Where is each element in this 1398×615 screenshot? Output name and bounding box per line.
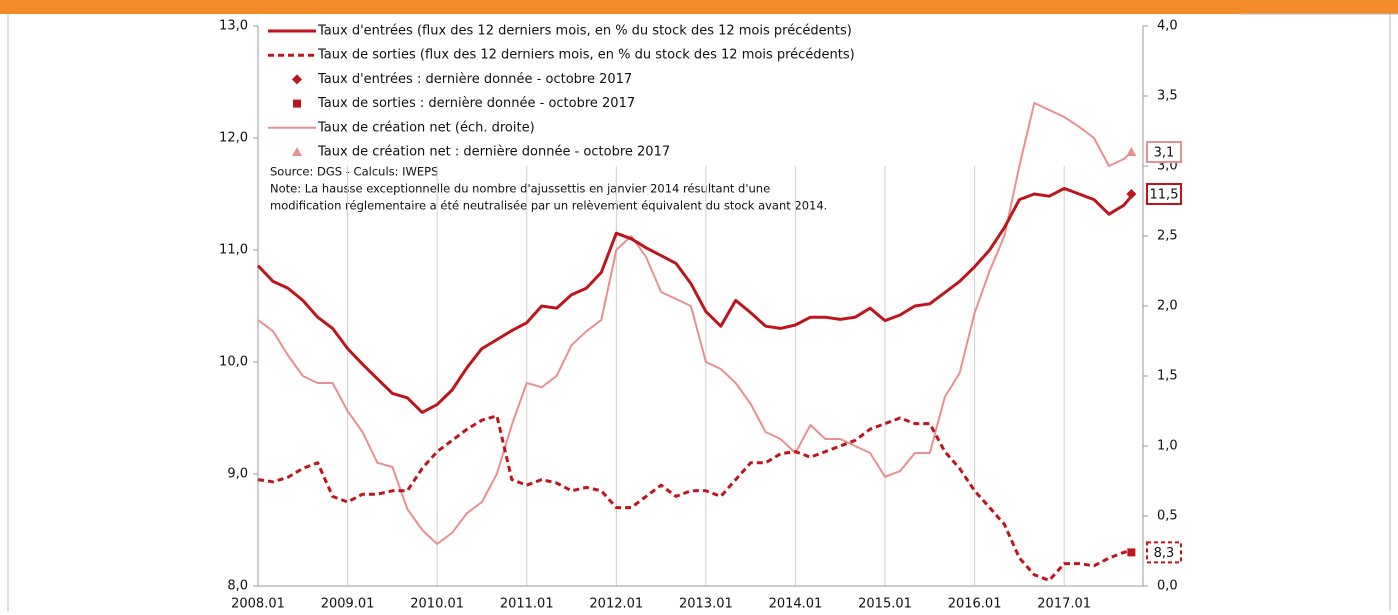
x-tick-label: 2011.01: [500, 597, 554, 612]
legend-label: Taux d'entrées : dernière donnée - octob…: [317, 72, 632, 87]
y2-tick-label: 2,0: [1157, 299, 1178, 314]
legend-label: Taux de création net (éch. droite): [317, 120, 535, 135]
x-tick-label: 2010.01: [410, 597, 464, 612]
value-label-box: [1146, 541, 1182, 564]
legend-label: Taux d'entrées (flux des 12 derniers moi…: [317, 24, 852, 39]
value-label: 8,3: [1154, 546, 1175, 561]
legend-label: Taux de sorties : dernière donnée - octo…: [317, 96, 635, 111]
top-bar: [0, 0, 1398, 14]
last-point: [1126, 147, 1137, 156]
y2-tick-label: 0,0: [1157, 579, 1178, 594]
legend-marker: [292, 147, 302, 156]
y-tick-label: 8,0: [227, 579, 248, 594]
y-tick-label: 11,0: [219, 243, 248, 258]
value-label-box: [1146, 183, 1182, 205]
legend-label: Taux de sorties (flux des 12 derniers mo…: [317, 48, 855, 63]
x-tick-label: 2009.01: [321, 597, 375, 612]
x-tick-label: 2008.01: [231, 597, 285, 612]
series-line: [257, 102, 1133, 545]
last-point: [1126, 189, 1137, 199]
y2-tick-label: 0,5: [1157, 509, 1178, 524]
y2-tick-label: 4,0: [1157, 19, 1178, 34]
x-tick-label: 2014.01: [769, 597, 823, 612]
note: modification réglementaire a été neutral…: [270, 199, 827, 213]
x-tick-label: 2016.01: [948, 597, 1002, 612]
legend-marker: [293, 99, 301, 108]
y2-tick-label: 2,5: [1157, 229, 1178, 244]
x-tick-label: 2012.01: [589, 597, 643, 612]
source: Source: DGS - Calculs: IWEPS: [270, 165, 438, 179]
x-tick-label: 2013.01: [679, 597, 733, 612]
x-tick-label: 2017.01: [1037, 597, 1091, 612]
y-tick-label: 9,0: [227, 467, 248, 482]
y-tick-label: 10,0: [219, 355, 248, 370]
x-tick-label: 2015.01: [858, 597, 912, 612]
legend-label: Taux de création net : dernière donnée -…: [317, 145, 670, 160]
note: Note: La hausse exceptionnelle du nombre…: [270, 182, 770, 196]
value-label-box: [1146, 141, 1182, 163]
legend-marker: [292, 74, 302, 85]
y-tick-label: 12,0: [219, 131, 248, 146]
last-point: [1127, 548, 1136, 557]
y2-tick-label: 1,0: [1157, 439, 1178, 454]
value-label: 11,5: [1150, 188, 1179, 203]
series-line: [257, 414, 1132, 582]
value-label: 3,1: [1154, 146, 1175, 161]
y-tick-label: 13,0: [219, 19, 248, 34]
y2-tick-label: 3,5: [1157, 89, 1178, 104]
series-line: [256, 186, 1133, 414]
y2-tick-label: 1,5: [1157, 369, 1178, 384]
